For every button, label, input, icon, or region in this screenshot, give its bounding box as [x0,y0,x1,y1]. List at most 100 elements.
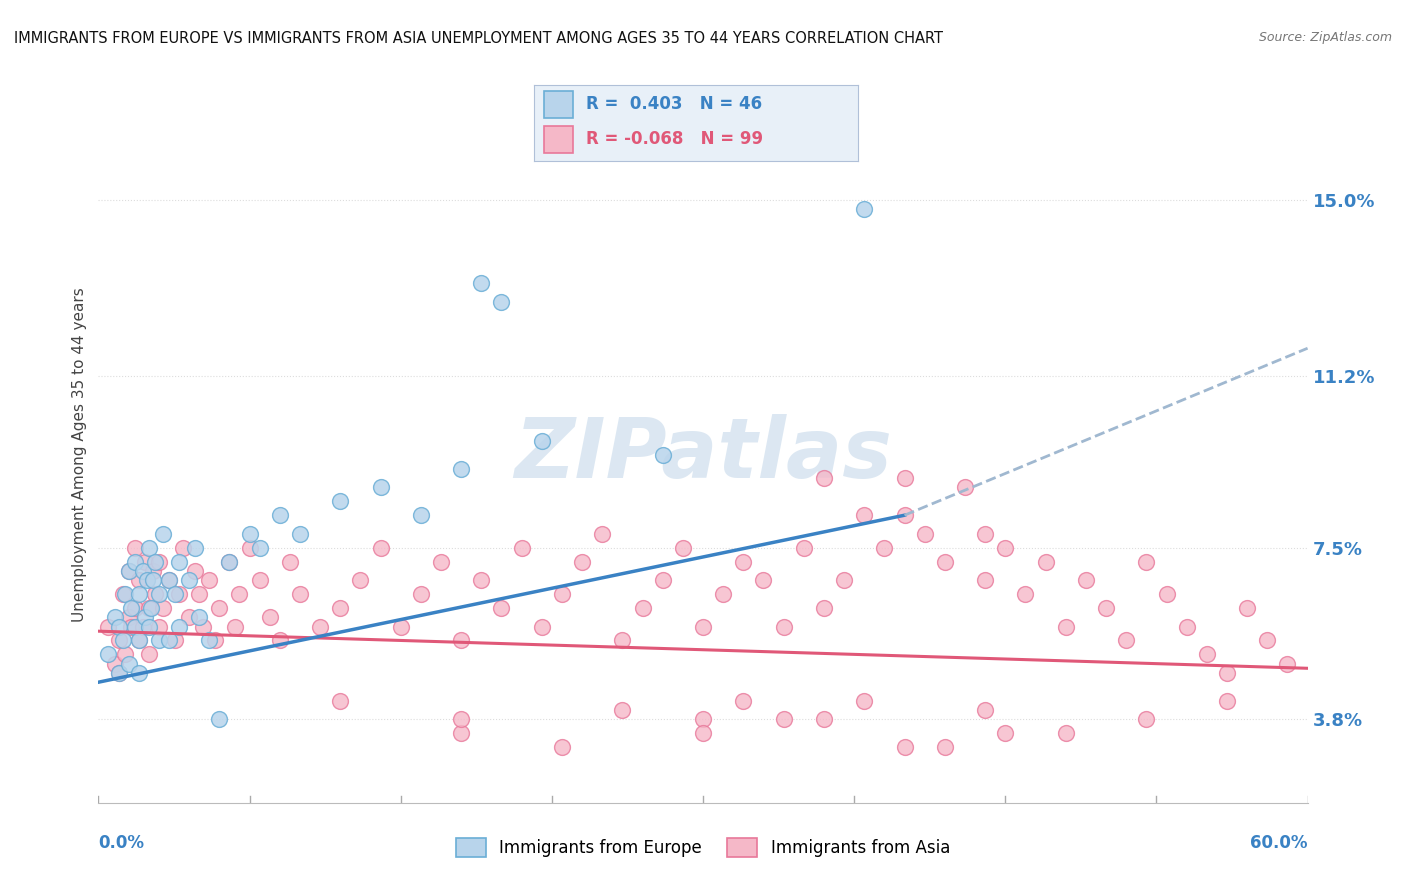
Point [177,610,201,624]
Point [1014,587,1036,601]
Point [198,633,221,648]
Point [530,619,553,633]
Point [409,508,432,523]
Point [167,619,190,633]
Point [198,573,221,587]
Point [188,587,211,601]
Point [470,573,492,587]
Point [329,494,352,508]
Point [772,619,794,633]
Point [1054,619,1077,633]
Point [114,587,136,601]
Point [309,619,332,633]
Point [329,601,352,615]
Point [288,587,311,601]
Point [591,526,613,541]
Point [143,587,166,601]
Point [204,633,226,648]
Point [138,648,160,662]
Point [107,633,129,648]
Point [994,541,1017,555]
Point [974,573,997,587]
Point [470,277,492,291]
Point [152,601,174,615]
Point [148,619,170,633]
Point [239,526,262,541]
Point [832,573,855,587]
Point [510,541,533,555]
Point [974,703,997,717]
Point [1175,619,1198,633]
Point [914,526,936,541]
Point [163,633,186,648]
Point [853,202,876,216]
Point [733,694,755,708]
Text: Source: ZipAtlas.com: Source: ZipAtlas.com [1258,31,1392,45]
Point [224,619,246,633]
Point [1135,712,1157,726]
Point [118,564,141,578]
Point [893,471,915,485]
Y-axis label: Unemployment Among Ages 35 to 44 years: Unemployment Among Ages 35 to 44 years [72,287,87,623]
Text: ZIPatlas: ZIPatlas [515,415,891,495]
Point [107,665,129,680]
Point [813,601,835,615]
Point [134,610,156,624]
FancyBboxPatch shape [544,126,574,153]
Point [1277,657,1299,671]
Point [269,508,291,523]
Point [188,610,211,624]
Point [157,633,180,648]
Legend: Immigrants from Europe, Immigrants from Asia: Immigrants from Europe, Immigrants from … [450,831,956,864]
Point [118,610,141,624]
Point [163,587,186,601]
Point [138,601,160,615]
Point [218,555,240,569]
Point [1135,555,1157,569]
Point [329,694,352,708]
Point [138,541,160,555]
Point [813,712,835,726]
Point [97,648,120,662]
Point [138,619,160,633]
Point [994,726,1017,740]
Point [142,573,165,587]
Point [491,294,513,309]
Point [107,665,129,680]
Point [148,555,170,569]
Point [1195,648,1218,662]
Point [184,541,207,555]
Point [893,508,915,523]
Point [692,712,714,726]
Point [692,619,714,633]
Point [124,541,146,555]
Point [128,633,150,648]
Point [239,541,262,555]
Point [370,480,392,494]
Point [134,555,156,569]
Point [114,648,136,662]
Point [143,555,166,569]
Point [1216,694,1239,708]
Point [813,471,835,485]
Point [142,564,165,578]
Point [571,555,593,569]
Point [853,694,876,708]
Point [249,541,271,555]
Point [1156,587,1178,601]
Point [974,526,997,541]
Point [551,740,574,755]
Point [450,633,472,648]
Point [651,573,673,587]
Point [148,587,170,601]
Point [651,448,673,462]
Point [733,555,755,569]
Point [752,573,775,587]
Point [692,726,714,740]
Point [893,740,915,755]
Point [1236,601,1258,615]
FancyBboxPatch shape [544,91,574,118]
Point [389,619,412,633]
Point [1115,633,1137,648]
Point [409,587,432,601]
